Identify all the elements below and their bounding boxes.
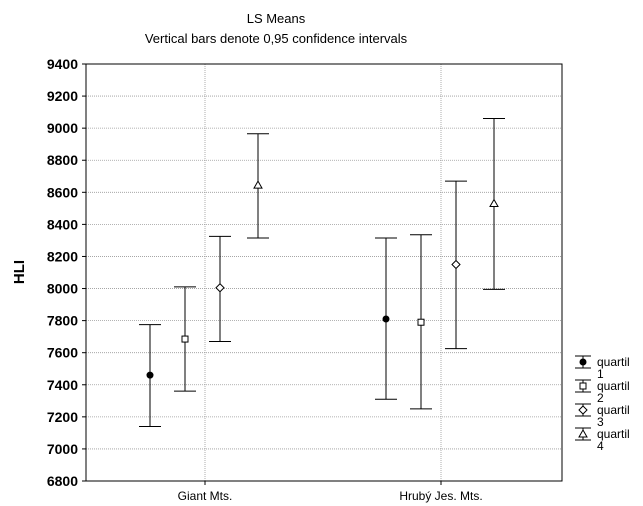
mean-point	[215, 283, 225, 293]
legend-label-number: 2	[597, 391, 604, 405]
mean-point	[382, 315, 390, 323]
legend-marker	[578, 405, 588, 415]
mean-point	[489, 198, 499, 208]
y-tick-label: 6800	[47, 473, 78, 489]
y-tick-label: 7600	[47, 345, 78, 361]
y-axis-label: HLI	[11, 260, 28, 284]
y-tick-label: 7400	[47, 377, 78, 393]
mean-point	[146, 371, 154, 379]
y-tick-label: 9200	[47, 88, 78, 104]
chart-title: LS Means	[247, 11, 306, 26]
plot-area-frame	[85, 63, 563, 482]
mean-point	[451, 259, 461, 270]
mean-point	[181, 335, 189, 343]
legend-label: quartil	[597, 403, 630, 417]
legend-marker	[579, 358, 587, 366]
mean-markers	[146, 180, 499, 379]
y-tick-label: 9000	[47, 120, 78, 136]
y-tick-label: 7000	[47, 441, 78, 457]
x-axis-categories: Giant Mts. Hrubý Jes. Mts.	[178, 481, 483, 503]
x-tick-label: Giant Mts.	[178, 489, 233, 503]
mean-point	[253, 180, 263, 189]
y-tick-label: 7200	[47, 409, 78, 425]
legend-marker	[578, 428, 588, 438]
legend-label: quartil	[597, 355, 630, 369]
y-tick-label: 9400	[47, 56, 78, 72]
legend-marker	[579, 382, 587, 390]
y-tick-label: 8800	[47, 152, 78, 168]
y-tick-label: 8000	[47, 281, 78, 297]
y-tick-label: 8200	[47, 248, 78, 264]
legend-label-number: 1	[597, 367, 604, 381]
chart-subtitle: Vertical bars denote 0,95 confidence int…	[145, 31, 408, 46]
y-tick-label: 8600	[47, 184, 78, 200]
y-tick-label: 7800	[47, 313, 78, 329]
x-tick-label: Hrubý Jes. Mts.	[399, 489, 482, 503]
y-axis-ticks: 6800 7000 7200 7400 7600 7800 8000 8200 8400 8600…	[47, 56, 86, 489]
mean-point	[417, 318, 425, 326]
legend-label: quartil	[597, 427, 630, 441]
legend-label-number: 3	[597, 415, 604, 429]
y-tick-label: 8400	[47, 216, 78, 232]
legend-label: quartil	[597, 379, 630, 393]
confidence-intervals	[139, 118, 505, 427]
grid-lines	[86, 63, 562, 482]
legend-label-number: 4	[597, 439, 604, 453]
